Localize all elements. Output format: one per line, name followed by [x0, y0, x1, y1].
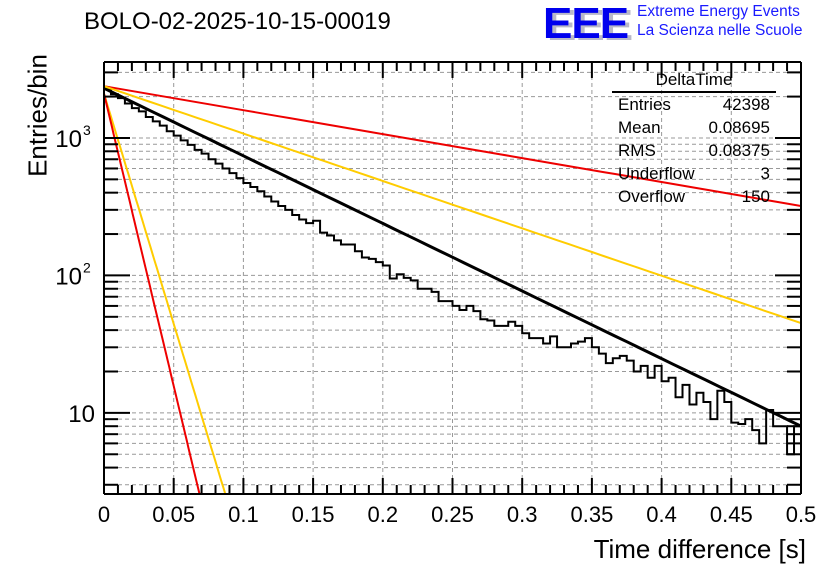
tick-labels: 0 0.05 0.1 0.15 0.2 0.25 0.3 0.35 0.4 0.45 0.5 10 10… [55, 122, 816, 527]
stats-value: 150 [741, 187, 770, 206]
x-tick-label: 0.5 [786, 502, 817, 527]
y-axis-label: Entries/bin [22, 54, 53, 177]
stats-label: Overflow [618, 187, 686, 206]
y-tick-exponent: 2 [83, 259, 91, 275]
stats-box: DeltaTime Entries 42398 Mean 0.08695 RMS… [612, 70, 776, 208]
series-yellow-upper [104, 85, 801, 325]
y-tick-exponent: 3 [83, 122, 91, 138]
chart-title: BOLO-02-2025-10-15-00019 [84, 8, 391, 35]
eee-logo: EEE [543, 0, 629, 48]
x-tick-label: 0.1 [228, 502, 259, 527]
series-layer [104, 85, 801, 494]
stats-value: 0.08695 [708, 118, 770, 137]
x-tick-label: 0 [98, 502, 110, 527]
x-axis-label: Time difference [s] [593, 534, 806, 564]
stats-row-underflow: Underflow 3 [612, 162, 776, 185]
stats-title: DeltaTime [612, 70, 776, 93]
histogram [104, 87, 801, 456]
series-red-upper [104, 85, 801, 207]
logo-subtitle-2: La Scienza nelle Scuole [637, 22, 803, 39]
x-tick-label: 0.35 [570, 502, 613, 527]
stats-row-rms: RMS 0.08375 [612, 139, 776, 162]
y-tick-label: 10 [55, 263, 82, 290]
logo-subtitle-1: Extreme Energy Events [637, 3, 800, 20]
axes [103, 61, 802, 495]
x-tick-label: 0.15 [292, 502, 335, 527]
stats-row-entries: Entries 42398 [612, 93, 776, 116]
stats-row-overflow: Overflow 150 [612, 185, 776, 208]
x-tick-label: 0.25 [431, 502, 474, 527]
x-tick-label: 0.45 [710, 502, 753, 527]
y-tick-label: 10 [68, 401, 95, 428]
x-tick-label: 0.2 [368, 502, 399, 527]
stats-row-mean: Mean 0.08695 [612, 116, 776, 139]
x-tick-label: 0.05 [152, 502, 195, 527]
x-tick-label: 0.4 [646, 502, 677, 527]
x-tick-label: 0.3 [507, 502, 538, 527]
histogram-outline [104, 87, 801, 456]
series-yellow-lower [104, 93, 227, 494]
series-red-lower [104, 93, 201, 494]
stats-value: 0.08375 [708, 141, 770, 160]
stats-label: RMS [618, 141, 656, 160]
stats-label: Mean [618, 118, 661, 137]
stats-label: Underflow [618, 164, 695, 183]
series-fit [104, 86, 801, 428]
stats-value: 3 [760, 164, 770, 183]
stats-label: Entries [618, 95, 671, 114]
stats-value: 42398 [722, 95, 770, 114]
y-tick-label: 10 [55, 126, 82, 153]
